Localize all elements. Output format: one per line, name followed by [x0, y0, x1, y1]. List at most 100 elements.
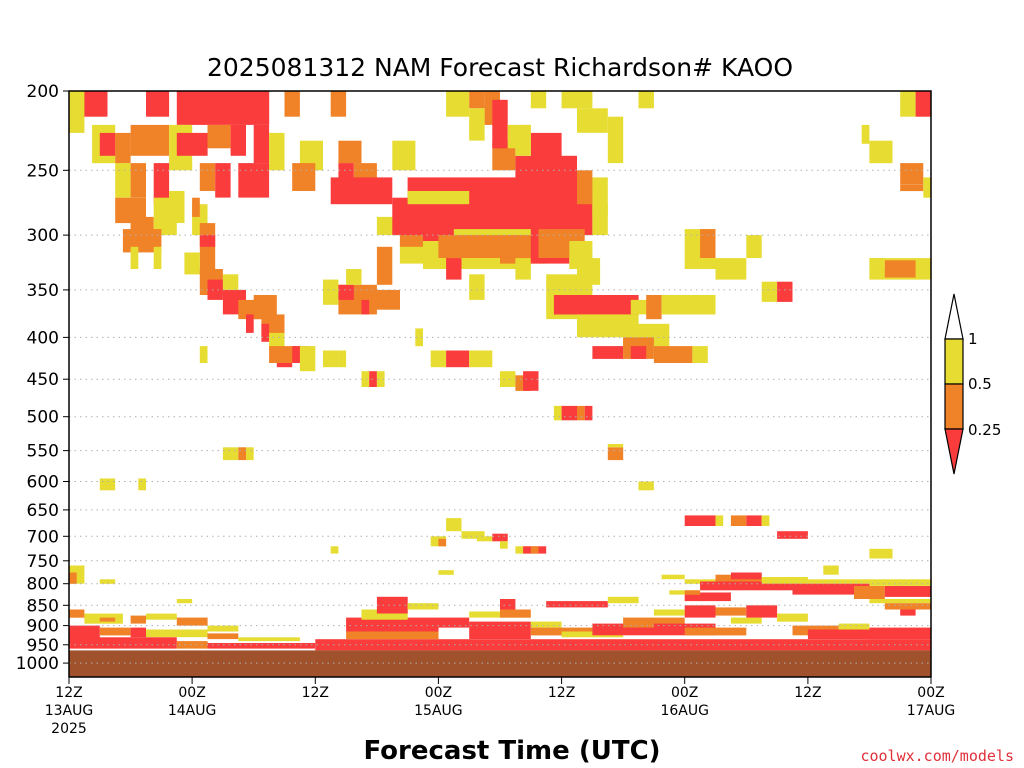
ri-cell-yellow	[207, 625, 239, 632]
y-axis: 200 250 300 350 400 450 500 550 600 650 700 750 8008…	[16, 82, 69, 674]
ri-cell-yellow	[469, 274, 485, 300]
ri-cell-red	[376, 596, 408, 614]
ri-cell-orange	[199, 163, 216, 191]
ri-cell-red	[884, 586, 931, 597]
x-tick-label: 16AUG	[660, 703, 709, 719]
ri-cell-red	[777, 531, 808, 539]
ri-cell-yellow	[861, 124, 870, 144]
ri-cell-yellow	[515, 258, 531, 280]
ri-cell-yellow	[446, 91, 470, 117]
ri-cell-red	[261, 323, 270, 342]
y-tick-label: 350	[27, 281, 59, 301]
ri-cell-yellow	[500, 371, 516, 387]
ri-cell-yellow	[246, 447, 254, 461]
credit-text: coolwx.com/models	[860, 747, 1014, 765]
ri-cell-yellow	[269, 132, 285, 171]
ri-cell-orange	[99, 627, 131, 636]
ri-cell-yellow	[146, 613, 177, 620]
ri-cell-yellow	[530, 621, 562, 628]
ri-cell-yellow	[715, 258, 747, 280]
x-axis-label: Forecast Time (UTC)	[363, 736, 660, 766]
ri-cell-orange	[292, 163, 316, 191]
ri-cell-orange	[900, 163, 924, 185]
ri-cell-yellow	[222, 447, 239, 461]
ri-cell-yellow	[653, 609, 685, 616]
ri-cell-yellow	[299, 140, 323, 171]
ri-cell-yellow	[330, 546, 339, 554]
ri-cell-yellow	[176, 599, 193, 604]
ri-cell-yellow	[638, 91, 654, 109]
ri-cell-red	[253, 124, 270, 164]
ri-cell-yellow	[69, 91, 85, 133]
y-tick-label: 450	[27, 370, 59, 390]
ri-cell-orange	[469, 91, 485, 109]
ri-cell-yellow	[130, 246, 139, 269]
ri-cell-orange	[438, 538, 447, 547]
ri-cell-yellow	[900, 91, 916, 117]
ri-cell-red	[684, 592, 731, 602]
ri-cell-red	[500, 599, 516, 610]
ri-cell-orange	[900, 184, 924, 192]
x-tick-label: 13AUG	[45, 703, 94, 719]
ri-cell-yellow	[638, 481, 654, 491]
ri-cell-red	[792, 583, 870, 595]
x-tick-label: 12Z	[302, 685, 329, 701]
ri-cell-red	[869, 627, 931, 640]
ri-cell-yellow	[153, 246, 162, 269]
ri-cell-orange	[130, 615, 146, 624]
ri-cell-orange	[577, 405, 585, 421]
ri-cell-yellow	[323, 279, 339, 305]
ri-cell-red	[730, 572, 762, 580]
ri-cell-yellow	[761, 515, 770, 526]
ri-cell-yellow	[607, 444, 624, 448]
y-tick-label: 200	[27, 82, 59, 102]
ri-cell-yellow	[507, 124, 531, 149]
ri-cell-yellow	[607, 116, 624, 164]
ri-cell-yellow	[199, 346, 208, 363]
x-tick-label: 12Z	[55, 685, 82, 701]
ri-cell-yellow	[446, 518, 462, 532]
ri-cell-yellow	[577, 108, 608, 133]
y-tick-label: 550	[27, 442, 59, 462]
ri-cell-yellow	[222, 274, 239, 290]
ri-cell-orange	[199, 252, 216, 275]
ri-cell-yellow	[869, 140, 893, 164]
ri-cell-red	[592, 623, 654, 636]
ri-cell-orange	[176, 641, 208, 649]
ri-cell-red	[369, 371, 377, 387]
ground-fill	[69, 650, 931, 677]
ri-cell-yellow	[561, 91, 593, 109]
ri-cell-orange	[577, 170, 593, 205]
ri-cell-red	[746, 605, 778, 618]
ri-cell-orange	[253, 295, 277, 320]
plot-frame	[68, 90, 932, 678]
x-tick-label: 17AUG	[907, 703, 956, 719]
ri-cell-yellow	[430, 350, 447, 368]
ri-cell-yellow	[346, 269, 362, 285]
ri-cell-yellow	[376, 371, 385, 387]
ri-cell-yellow	[869, 258, 885, 269]
ri-cell-yellow	[184, 252, 200, 275]
x-tick-label: 00Z	[178, 685, 205, 701]
ri-cell-yellow	[476, 536, 493, 542]
y-tick-label: 250	[27, 161, 59, 181]
colorbar-bin-yellow	[944, 338, 964, 385]
ri-cell-yellow	[561, 631, 624, 638]
ri-cell-yellow	[407, 603, 439, 610]
ri-cell-orange	[176, 617, 208, 626]
x-tick-label: 14AUG	[168, 703, 217, 719]
grid-lines	[69, 169, 931, 664]
ri-cell-red	[99, 132, 116, 156]
ri-cell-red	[361, 299, 370, 315]
chart-title: 2025081312 NAM Forecast Richardson# KAOO	[207, 53, 793, 82]
ri-cell-yellow	[692, 346, 708, 363]
y-tick-label: 850	[27, 596, 59, 616]
ri-cell-yellow	[746, 235, 762, 258]
ri-cell-yellow	[530, 91, 547, 109]
ri-cell-yellow	[661, 574, 685, 580]
ri-cell-orange	[207, 633, 239, 640]
ri-cell-yellow	[415, 328, 423, 347]
ri-cell-red	[900, 609, 916, 616]
ri-cell-yellow	[461, 531, 485, 539]
ri-cell-red	[630, 346, 647, 359]
